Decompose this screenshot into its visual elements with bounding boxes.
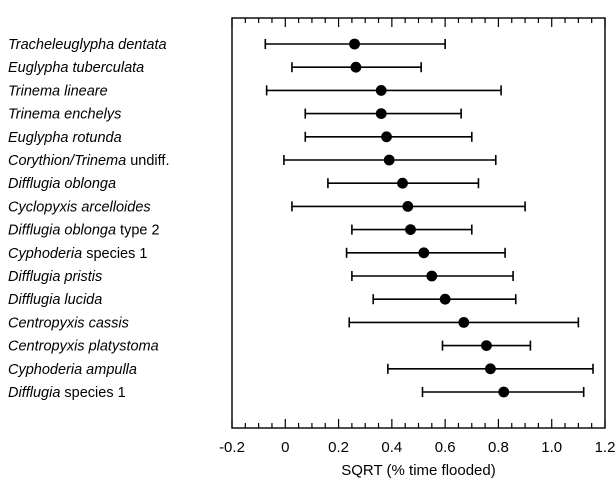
category-label-part: species 1: [60, 385, 125, 401]
x-tick-label: 1.2: [595, 439, 616, 456]
data-point: [426, 270, 438, 282]
category-label-part: Centropyxis cassis: [8, 315, 129, 331]
data-point: [383, 154, 395, 166]
data-point: [350, 61, 362, 73]
category-label: Cyphoderia ampulla: [8, 362, 137, 378]
category-label-part: Difflugia oblonga: [8, 223, 116, 239]
category-label-part: Tracheleuglypha dentata: [8, 37, 167, 53]
category-label-part: Euglypha rotunda: [8, 130, 122, 146]
x-tick-label: 1.0: [541, 439, 562, 456]
category-label: Euglypha rotunda: [8, 130, 122, 146]
axes: -0.2 0 0.2 0.4 0.6 0.8 1.0 1.2: [219, 17, 616, 456]
category-label-part: Cyclopyxis arcelloides: [8, 199, 151, 215]
data-point: [381, 131, 392, 143]
category-label-part: Euglypha tuberculata: [8, 60, 144, 76]
category-label-part: Difflugia: [8, 385, 60, 401]
category-label-part: Corythion/Trinema: [8, 153, 126, 169]
x-axis-title: SQRT (% time flooded): [341, 462, 496, 479]
category-label: Difflugia pristis: [8, 269, 102, 285]
data-point: [418, 247, 430, 259]
category-label: Difflugia oblonga: [8, 176, 116, 192]
data-point: [405, 224, 416, 236]
data-marks: [264, 38, 594, 398]
category-label-part: Difflugia oblonga: [8, 176, 116, 192]
category-label: Centropyxis cassis: [8, 315, 129, 331]
category-label: Cyclopyxis arcelloides: [8, 199, 151, 215]
x-tick-label: 0.4: [381, 439, 402, 456]
category-label-part: Trinema enchelys: [8, 107, 121, 123]
category-label-part: Difflugia lucida: [8, 292, 102, 308]
plot-frame: [231, 17, 606, 429]
x-tick-label: -0.2: [219, 439, 245, 456]
data-point: [498, 386, 510, 398]
category-label-part: species 1: [82, 246, 147, 262]
category-label-part: Difflugia pristis: [8, 269, 102, 285]
category-labels: Tracheleuglypha dentata Euglypha tubercul…: [8, 37, 169, 401]
category-label-part: type 2: [116, 223, 160, 239]
category-label-part: Centropyxis platystoma: [8, 339, 159, 355]
x-tick-label: 0.8: [488, 439, 509, 456]
data-point: [481, 340, 492, 351]
x-tick-label: 0.2: [328, 439, 349, 456]
data-point: [397, 177, 408, 189]
category-label: Centropyxis platystoma: [8, 339, 159, 355]
category-label: Tracheleuglypha dentata: [8, 37, 167, 53]
category-label-part: Trinema lineare: [8, 83, 108, 99]
data-point: [402, 201, 414, 212]
data-point: [375, 108, 387, 119]
x-tick-label: 0: [281, 439, 289, 456]
category-label: Corythion/Trinema undiff.: [8, 153, 169, 169]
data-point: [485, 363, 496, 375]
category-label: Euglypha tuberculata: [8, 60, 144, 76]
category-label-part: undiff.: [126, 153, 169, 169]
data-point: [375, 85, 387, 96]
category-label: Trinema lineare: [8, 83, 108, 99]
data-point: [439, 293, 451, 305]
category-label-part: Cyphoderia: [8, 246, 82, 262]
category-label-part: Cyphoderia ampulla: [8, 362, 137, 378]
data-point: [349, 38, 360, 50]
data-point: [458, 317, 470, 328]
category-label: Difflugia oblonga type 2: [8, 223, 160, 239]
category-label: Trinema enchelys: [8, 107, 121, 123]
x-tick-label: 0.6: [435, 439, 456, 456]
category-label: Difflugia species 1: [8, 385, 126, 401]
category-label: Difflugia lucida: [8, 292, 102, 308]
category-label: Cyphoderia species 1: [8, 246, 147, 262]
